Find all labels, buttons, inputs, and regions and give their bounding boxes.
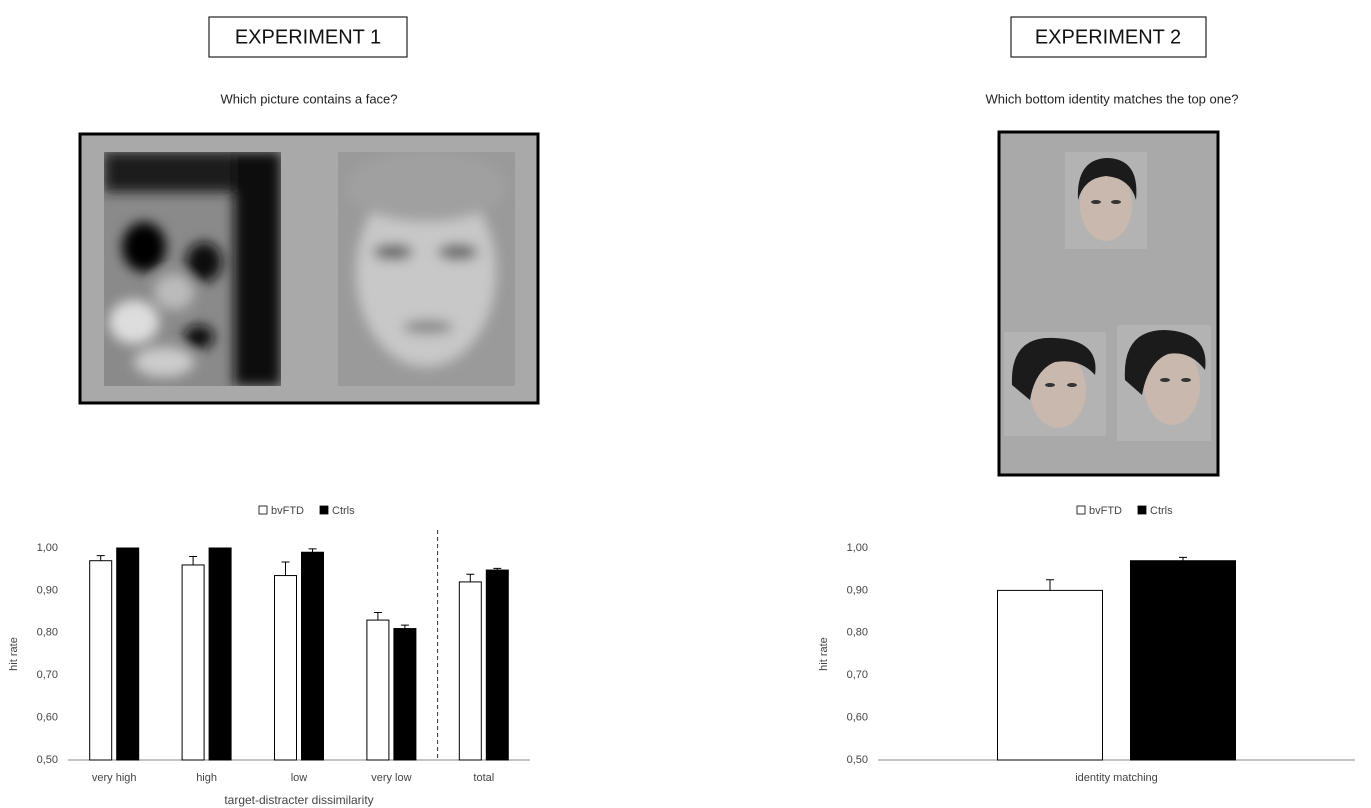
bar: [459, 582, 481, 760]
error-bar: [466, 574, 474, 582]
x-tick-label: very high: [92, 772, 137, 784]
y-tick-label: 0,90: [37, 584, 58, 596]
x-tick-label: total: [473, 772, 494, 784]
y-tick-label: 1,00: [37, 542, 58, 554]
error-bar: [401, 625, 409, 628]
heading: EXPERIMENT 1: [235, 26, 381, 48]
question: Which picture contains a face?: [220, 91, 397, 106]
bar: [302, 552, 324, 760]
bar: [486, 570, 508, 760]
y-tick-label: 0,70: [37, 669, 58, 681]
error-bar: [97, 556, 105, 561]
y-tick-label: 0,80: [847, 627, 868, 639]
y-tick-label: 0,50: [37, 754, 58, 766]
error-bar: [1179, 557, 1187, 560]
legend-swatch: [1138, 506, 1146, 514]
x-tick-label: low: [291, 772, 308, 784]
bar: [117, 548, 139, 760]
x-tick-label: high: [196, 772, 217, 784]
question: Which bottom identity matches the top on…: [986, 91, 1239, 106]
y-axis-label: hit rate: [8, 637, 20, 671]
error-bar: [309, 549, 317, 552]
bar: [998, 590, 1103, 760]
y-tick-label: 0,90: [847, 584, 868, 596]
legend-label: Ctrls: [332, 505, 355, 517]
legend-label: Ctrls: [1150, 505, 1173, 517]
y-tick-label: 1,00: [847, 542, 868, 554]
bar: [394, 629, 416, 760]
x-tick-label: identity matching: [1075, 772, 1158, 784]
legend-label: bvFTD: [1089, 505, 1122, 517]
legend-swatch: [259, 506, 267, 514]
bar: [275, 576, 297, 760]
bar: [367, 620, 389, 760]
y-tick-label: 0,70: [847, 669, 868, 681]
y-axis-label: hit rate: [818, 637, 830, 671]
bar: [209, 548, 231, 760]
legend-swatch: [1077, 506, 1085, 514]
legend-label: bvFTD: [271, 505, 304, 517]
x-axis-label: target-distracter dissimilarity: [224, 793, 373, 807]
error-bar: [189, 556, 197, 564]
error-bar: [374, 612, 382, 620]
figure: EXPERIMENT 1 Which picture contains a fa…: [0, 0, 1371, 808]
bar: [90, 561, 112, 760]
heading: EXPERIMENT 2: [1035, 26, 1181, 48]
bar: [1131, 561, 1236, 760]
y-tick-label: 0,60: [847, 712, 868, 724]
stimulus-image: [80, 134, 538, 403]
error-bar: [1046, 580, 1054, 591]
x-tick-label: very low: [371, 772, 411, 784]
stimulus-image: [999, 132, 1218, 475]
legend-swatch: [320, 506, 328, 514]
bar: [182, 565, 204, 760]
y-tick-label: 0,80: [37, 627, 58, 639]
y-tick-label: 0,60: [37, 712, 58, 724]
y-tick-label: 0,50: [847, 754, 868, 766]
error-bar: [282, 562, 290, 576]
